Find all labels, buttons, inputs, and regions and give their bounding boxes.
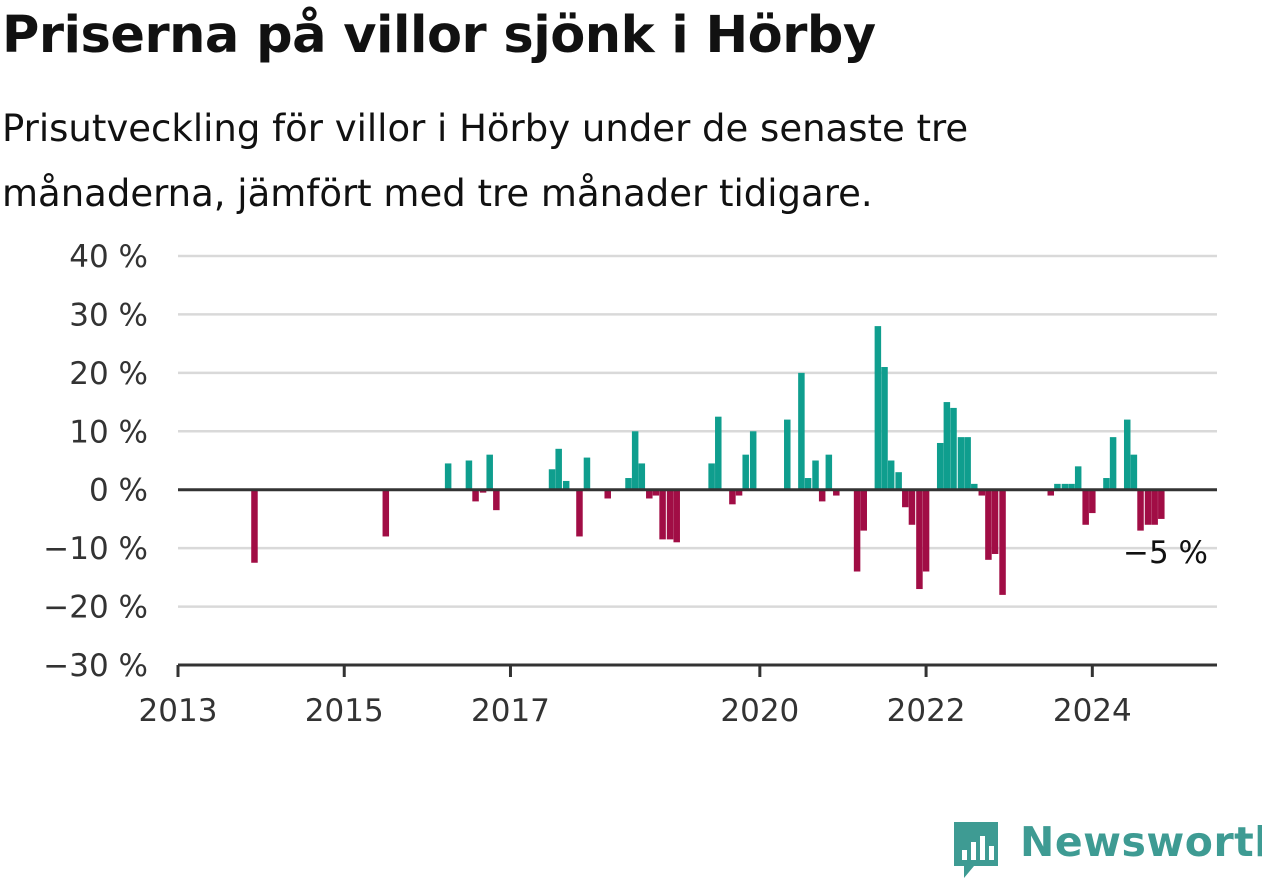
bar	[964, 437, 971, 490]
axes	[176, 488, 1217, 677]
x-tick-label: 2020	[720, 693, 799, 729]
y-tick-label: −30 %	[43, 648, 148, 684]
bar	[1109, 437, 1117, 490]
bar	[874, 326, 882, 490]
newsworthy-logo-icon	[954, 822, 998, 878]
bar	[798, 372, 805, 490]
bar	[895, 472, 902, 490]
bar	[666, 489, 674, 540]
x-axis-tick-labels: 2013 2015 2017 2020 2022 2024	[139, 693, 1132, 729]
bar	[943, 402, 951, 490]
chart-subtitle: Prisutveckling för villor i Hörby under …	[2, 107, 969, 215]
y-tick-label: 40 %	[69, 239, 148, 275]
bar	[715, 416, 722, 490]
bar	[908, 489, 916, 525]
bar	[555, 448, 562, 490]
bar	[1123, 419, 1131, 490]
bar	[742, 454, 749, 490]
bar	[1137, 489, 1144, 531]
bar	[916, 489, 923, 590]
y-tick-label: 10 %	[69, 414, 148, 450]
bar	[887, 460, 895, 490]
bar	[853, 489, 861, 572]
bar	[708, 463, 715, 490]
x-tick-label: 2024	[1053, 693, 1132, 729]
bar	[1130, 454, 1138, 490]
bar	[251, 489, 258, 563]
x-tick-label: 2017	[471, 693, 550, 729]
bar	[735, 489, 743, 496]
last-value-label: −5 %	[1123, 535, 1208, 571]
bar	[985, 489, 992, 560]
bar	[562, 480, 570, 490]
chart-title: Priserna på villor sjönk i Hörby	[2, 6, 876, 65]
bar	[576, 489, 583, 537]
bar	[936, 442, 944, 490]
bar	[638, 463, 646, 490]
bar	[1158, 489, 1165, 519]
bar	[652, 489, 660, 496]
bar	[971, 483, 978, 490]
bar	[950, 407, 957, 490]
bar	[583, 457, 591, 490]
bar	[472, 489, 479, 502]
bar	[1103, 478, 1110, 490]
bar	[902, 489, 909, 508]
bar	[465, 460, 473, 490]
bar	[1054, 483, 1061, 490]
y-tick-label: 30 %	[69, 297, 148, 333]
bar	[486, 454, 493, 490]
bar	[729, 489, 736, 505]
bar	[804, 478, 812, 490]
bar	[999, 489, 1006, 595]
bar	[922, 489, 930, 572]
bar	[825, 454, 833, 490]
y-tick-label: −10 %	[43, 531, 148, 567]
brand-name: Newsworthy	[1020, 818, 1262, 866]
x-tick-label: 2015	[305, 693, 384, 729]
bar	[444, 463, 452, 490]
bar	[1074, 466, 1082, 490]
bar	[382, 489, 390, 537]
bar	[957, 437, 965, 490]
bar	[784, 419, 791, 490]
bar	[1151, 489, 1158, 525]
bar	[625, 478, 632, 490]
x-tick-label: 2022	[887, 693, 966, 729]
bar	[1144, 489, 1152, 525]
bar	[1047, 489, 1055, 496]
bar	[631, 431, 639, 490]
grid-lines	[178, 254, 1217, 608]
bar	[749, 431, 757, 490]
bar	[1089, 489, 1096, 514]
bar	[860, 489, 867, 531]
bar	[812, 460, 819, 490]
bar	[1068, 483, 1075, 490]
bar	[818, 489, 826, 502]
y-tick-label: 0 %	[89, 473, 148, 509]
bar	[604, 489, 611, 499]
bar	[659, 489, 666, 540]
y-tick-label: −20 %	[43, 590, 148, 626]
bar-series	[251, 326, 1165, 595]
bar	[833, 489, 840, 496]
bar	[673, 489, 680, 543]
bar	[881, 367, 888, 490]
bar	[978, 489, 986, 496]
bar	[646, 489, 653, 499]
x-tick-label: 2013	[139, 693, 218, 729]
y-axis-tick-labels: 40 % 30 % 20 % 10 % 0 % −10 % −20 % −30 %	[43, 239, 148, 684]
bar	[1082, 489, 1089, 525]
bar	[493, 489, 500, 511]
bar	[991, 489, 999, 554]
y-tick-label: 20 %	[69, 356, 148, 392]
bar	[548, 469, 556, 490]
bar	[1061, 483, 1069, 490]
bar-chart: 40 %30 %20 %10 %0 %−10 %−20 %−30 % 2013 2…	[43, 239, 1217, 729]
